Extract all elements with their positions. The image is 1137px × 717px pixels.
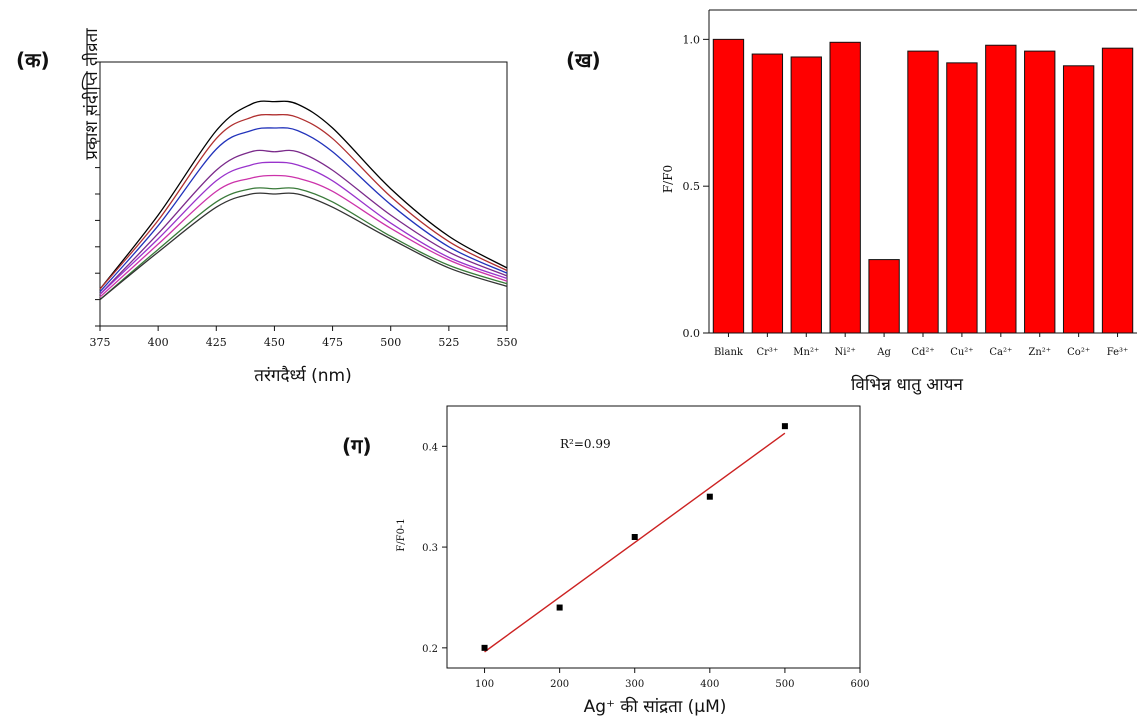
- panel-a-x-tick-label: 400: [148, 336, 169, 349]
- panel-c-x-tick-label: 300: [625, 679, 644, 690]
- panel-a-spectra: (क) 375 400 425 450 475 500 525 550 प्रकाश संदी…: [16, 28, 518, 386]
- panel-c-calibration: (ग) 100 200 300 400 500 600 0.2 0.3 0.4 R²=0.99…: [342, 405, 870, 717]
- panel-a-series-line: [99, 100, 508, 290]
- panel-a-x-tick-label: 450: [264, 336, 285, 349]
- panel-a-x-tick-label: 425: [206, 336, 227, 349]
- panel-c-fit-line-group: [484, 432, 786, 653]
- panel-b-x-axis-title: विभिन्न धातु आयन: [851, 374, 963, 395]
- panel-a-label: (क): [16, 48, 50, 72]
- panel-b-y-tick-label: 0.5: [683, 180, 701, 193]
- panel-a-plot-frame: [99, 61, 508, 327]
- panel-a-series-line: [99, 113, 508, 290]
- panel-a-y-axis-title: प्रकाश संदीप्ति तीव्रता: [81, 28, 102, 160]
- panel-c-x-tick-label: 100: [475, 679, 494, 690]
- panel-a-x-tick-label: 500: [380, 336, 401, 349]
- panel-a-series-line: [99, 127, 508, 293]
- panel-a-x-ticks: 375 400 425 450 475 500 525 550: [90, 326, 518, 349]
- panel-c-x-tick-label: 400: [700, 679, 719, 690]
- panel-c-y-tick-label: 0.4: [422, 442, 438, 453]
- panel-a-y-ticks: [95, 61, 100, 327]
- panel-b-category-label: Mn²⁺: [793, 347, 819, 358]
- panel-c-fit-line: [484, 432, 786, 653]
- panel-c-y-axis-title: F/F0-1: [396, 518, 407, 551]
- panel-c-y-tick-label: 0.2: [422, 644, 438, 655]
- panel-b-y-axis-title: F/F0: [661, 165, 675, 193]
- panel-b-bar: [1101, 47, 1134, 334]
- panel-b-label: (ख): [566, 48, 601, 72]
- panel-b-category-label: Zn²⁺: [1028, 347, 1051, 358]
- panel-a-x-tick-label: 475: [322, 336, 343, 349]
- panel-b-category-label: Ag: [876, 347, 891, 358]
- panel-a-series-line: [99, 187, 508, 301]
- panel-b-bar: [751, 53, 784, 334]
- panel-b-bars: (ख) 0.0 0.5 1.0 Blank Cr³⁺ Mn²⁺ Ni²⁺ Ag Cd²⁺ Cu²…: [566, 9, 1137, 395]
- panel-c-plot-frame: [446, 405, 861, 669]
- panel-c-x-ticks: 100 200 300 400 500 600: [475, 668, 870, 690]
- panel-c-x-axis-title: Ag⁺ की सांद्रता (µM): [584, 696, 727, 717]
- panel-a-series-line: [99, 192, 508, 301]
- panel-c-data-point: [481, 644, 488, 651]
- panel-c-x-tick-label: 600: [850, 679, 869, 690]
- panel-c-data-point: [706, 493, 713, 500]
- panel-c-data-point: [631, 534, 638, 540]
- panel-b-bar: [907, 50, 939, 334]
- panel-b-bar: [829, 41, 861, 334]
- panel-a-series-line: [99, 174, 508, 298]
- panel-b-category-label: Fe³⁺: [1107, 347, 1129, 358]
- panel-b-bar: [946, 62, 978, 334]
- panel-a-series-line: [99, 161, 508, 295]
- panel-b-y-ticks: 0.0 0.5 1.0: [683, 33, 709, 340]
- panel-b-bar: [1024, 50, 1056, 334]
- panel-a-series-line: [99, 149, 508, 295]
- panel-b-y-tick-label: 1.0: [683, 33, 701, 46]
- panel-c-data-point: [781, 423, 788, 430]
- panel-b-bar: [985, 44, 1017, 334]
- panel-b-category-label: Ca²⁺: [989, 347, 1012, 358]
- panel-a-series-lines: [99, 100, 508, 301]
- panel-c-x-tick-label: 500: [775, 679, 794, 690]
- panel-b-category-label: Cd²⁺: [911, 347, 934, 358]
- panel-c-data-point: [556, 604, 563, 611]
- panel-b-bar-group: [712, 38, 1134, 334]
- panel-b-bar: [790, 56, 822, 334]
- panel-a-x-tick-label: 375: [90, 336, 111, 349]
- panel-b-category-label: Co²⁺: [1067, 347, 1090, 358]
- panel-b-category-labels: Blank Cr³⁺ Mn²⁺ Ni²⁺ Ag Cd²⁺ Cu²⁺ Ca²⁺ Zn²⁺ Co²⁺ F…: [714, 333, 1128, 358]
- panel-c-r-squared-annotation: R²=0.99: [560, 437, 611, 451]
- panel-a-x-tick-label: 525: [438, 336, 459, 349]
- panel-b-bar: [1062, 65, 1095, 334]
- panel-c-x-tick-label: 200: [550, 679, 569, 690]
- panel-b-category-label: Cr³⁺: [757, 347, 779, 358]
- panel-a-x-axis-title: तरंगदैर्ध्य (nm): [254, 365, 352, 386]
- panel-b-bar: [712, 38, 745, 334]
- panel-b-category-label: Ni²⁺: [835, 347, 856, 358]
- panel-c-data-points: [481, 423, 788, 651]
- panel-a-x-tick-label: 550: [497, 336, 518, 349]
- panel-b-category-label: Cu²⁺: [950, 347, 973, 358]
- panel-b-category-label: Blank: [714, 347, 744, 358]
- panel-c-y-tick-label: 0.3: [422, 543, 438, 554]
- panel-b-y-tick-label: 0.0: [683, 327, 701, 340]
- panel-b-bar: [868, 259, 900, 334]
- panel-c-label: (ग): [342, 434, 372, 458]
- panel-c-y-ticks: 0.2 0.3 0.4: [422, 442, 447, 655]
